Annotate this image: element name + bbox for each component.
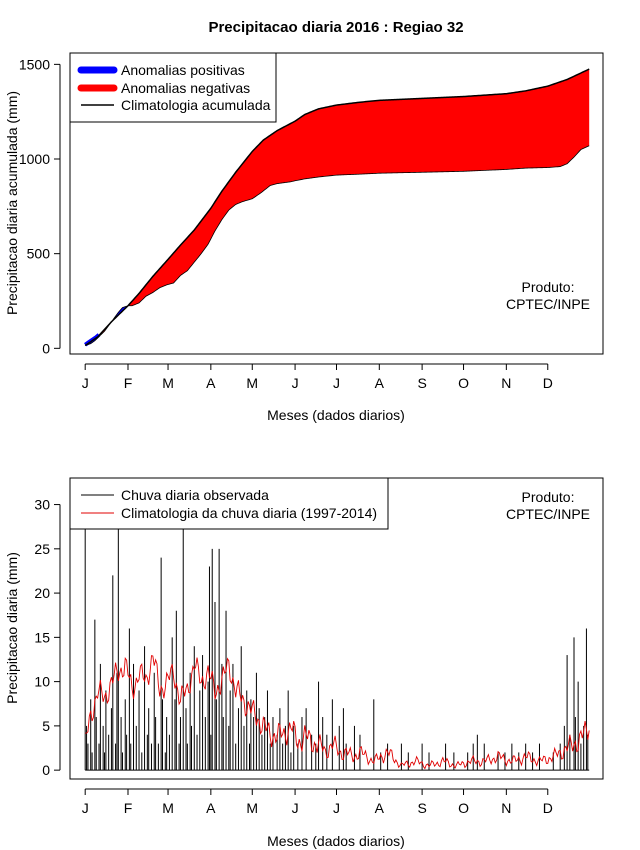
negative-anomaly-area — [127, 69, 590, 306]
accumulated-y-tick-label: 1000 — [19, 151, 50, 167]
daily-y-tick-label: 15 — [34, 629, 50, 645]
accumulated-plot-frame — [69, 52, 604, 355]
daily-x-tick-label: D — [543, 800, 553, 816]
daily-x-label: Meses (dados diarios) — [267, 833, 405, 849]
daily-y-tick-label: 20 — [34, 585, 50, 601]
chart-accumulated: J F M A M J J A S O N D 0 500 1000 1500 Meses (dados di… — [4, 52, 604, 423]
observed-accumulated-line — [85, 145, 590, 346]
legend-label-positive: Anomalias positivas — [121, 62, 245, 78]
accumulated-x-tick-label: O — [458, 375, 469, 391]
accumulated-y-tick-label: 500 — [27, 246, 51, 262]
accumulated-x-label: Meses (dados diarios) — [267, 407, 405, 423]
daily-x-tick-label: F — [124, 800, 133, 816]
accumulated-y-tick-label: 1500 — [19, 56, 50, 72]
accumulated-plot-area — [84, 68, 590, 347]
climatology-accumulated-line — [84, 68, 590, 347]
daily-y-tick-label: 10 — [34, 674, 50, 690]
accumulated-x-tick-label: M — [246, 375, 258, 391]
accumulated-y-label: Precipitacao diaria acumulada (mm) — [4, 91, 20, 315]
daily-plot-area — [84, 486, 590, 771]
accumulated-x-tick-label: A — [206, 375, 216, 391]
accumulated-annotation-product: Produto: — [522, 279, 575, 295]
daily-annotation-product: Produto: — [522, 489, 575, 505]
daily-x-tick-label: J — [82, 800, 89, 816]
daily-legend-box — [69, 477, 389, 530]
daily-x-tick-label: S — [417, 800, 426, 816]
daily-climatology-line — [85, 655, 590, 770]
daily-y-label: Precipitacao diaria (mm) — [4, 552, 20, 704]
accumulated-x-tick-label: J — [292, 375, 299, 391]
accumulated-x-tick-label: J — [333, 375, 340, 391]
accumulated-x-tick-label: M — [162, 375, 174, 391]
daily-x-tick-label: M — [162, 800, 174, 816]
daily-axes: J F M A M J J A S O N D 0 5 10 15 20 25 30 — [34, 497, 552, 816]
chart-daily: J F M A M J J A S O N D 0 5 10 15 20 25 30 Meses (dados di… — [4, 477, 604, 849]
daily-x-tick-label: O — [458, 800, 469, 816]
accumulated-annotation-source: CPTEC/INPE — [506, 296, 590, 312]
accumulated-x-tick-label: D — [543, 375, 553, 391]
daily-x-tick-label: J — [292, 800, 299, 816]
daily-x-tick-label: A — [206, 800, 216, 816]
legend-label-negative: Anomalias negativas — [121, 80, 250, 96]
accumulated-x-tick-label: N — [501, 375, 511, 391]
accumulated-legend: Anomalias positivas Anomalias negativas … — [69, 52, 277, 123]
accumulated-x-tick-label: S — [417, 375, 426, 391]
figure-title: Precipitacao diaria 2016 : Regiao 32 — [208, 19, 463, 36]
daily-y-tick-label: 0 — [42, 762, 50, 778]
daily-x-tick-label: M — [246, 800, 258, 816]
daily-y-tick-label: 30 — [34, 497, 50, 513]
legend-label-observed: Chuva diaria observada — [121, 487, 269, 503]
daily-x-tick-label: J — [333, 800, 340, 816]
legend-label-climatology: Climatologia acumulada — [121, 97, 271, 113]
daily-x-tick-label: N — [501, 800, 511, 816]
accumulated-axes: J F M A M J J A S O N D 0 500 1000 1500 — [19, 56, 553, 391]
daily-x-tick-label: A — [375, 800, 385, 816]
accumulated-x-tick-label: A — [375, 375, 385, 391]
daily-annotation-source: CPTEC/INPE — [506, 506, 590, 522]
daily-legend: Chuva diaria observada Climatologia da c… — [69, 477, 389, 530]
accumulated-y-tick-label: 0 — [42, 340, 50, 356]
accumulated-x-tick-label: J — [82, 375, 89, 391]
daily-y-tick-label: 25 — [34, 541, 50, 557]
accumulated-x-tick-label: F — [124, 375, 133, 391]
daily-y-tick-label: 5 — [42, 718, 50, 734]
legend-label-daily-climatology: Climatologia da chuva diaria (1997-2014) — [121, 505, 377, 521]
